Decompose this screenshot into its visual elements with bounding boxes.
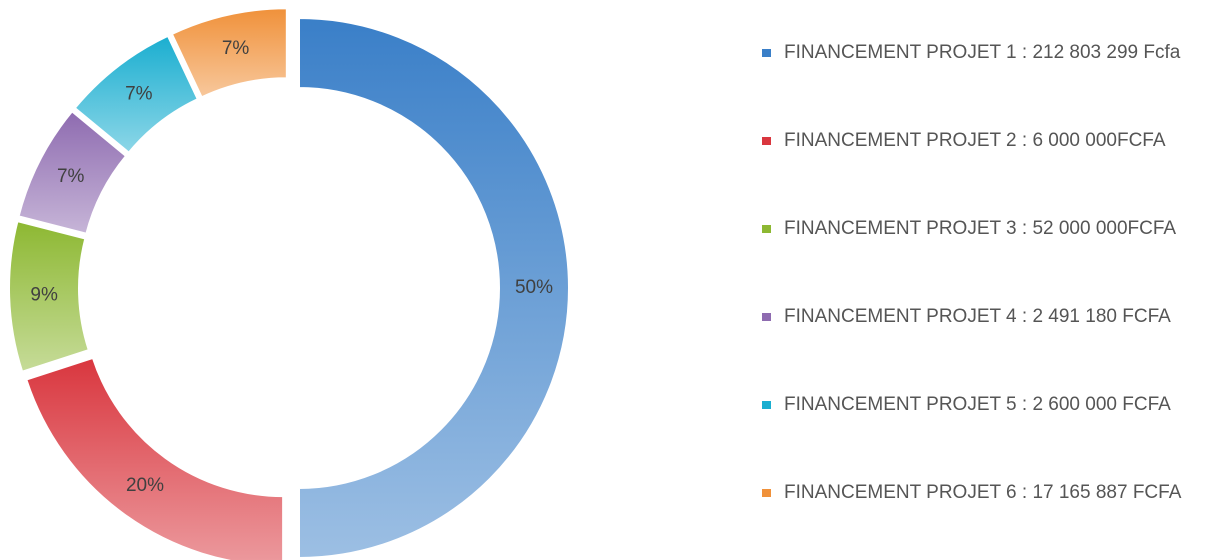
- legend-swatch: [762, 401, 771, 409]
- slice-label: 7%: [222, 38, 250, 59]
- legend-label: FINANCEMENT PROJET 5 : 2 600 000 FCFA: [784, 394, 1171, 415]
- slice-label: 7%: [125, 83, 153, 104]
- legend-label: FINANCEMENT PROJET 1 : 212 803 299 Fcfa: [784, 42, 1181, 63]
- legend-swatch: [762, 489, 771, 497]
- donut-slice: [298, 16, 570, 560]
- legend-label: FINANCEMENT PROJET 4 : 2 491 180 FCFA: [784, 306, 1171, 327]
- legend-swatch: [762, 49, 771, 57]
- legend-item: FINANCEMENT PROJET 5 : 2 600 000 FCFA: [762, 388, 1192, 476]
- legend-label: FINANCEMENT PROJET 3 : 52 000 000FCFA: [784, 218, 1177, 239]
- donut-slice: [8, 219, 91, 374]
- legend: FINANCEMENT PROJET 1 : 212 803 299 Fcfa F…: [762, 36, 1192, 560]
- slice-label: 9%: [30, 285, 58, 306]
- donut-slice: [25, 356, 285, 560]
- legend-swatch: [762, 225, 771, 233]
- legend-swatch: [762, 313, 771, 321]
- legend-item: FINANCEMENT PROJET 6 : 17 165 887 FCFA: [762, 476, 1192, 560]
- legend-swatch: [762, 137, 771, 145]
- donut-area: 50% 20% 9% 7% 7% 7%: [8, 7, 570, 560]
- legend-item: FINANCEMENT PROJET 2 : 6 000 000FCFA: [762, 124, 1192, 212]
- legend-label: FINANCEMENT PROJET 2 : 6 000 000FCFA: [784, 130, 1166, 151]
- donut-slice: [170, 7, 288, 99]
- slice-label: 20%: [126, 475, 164, 496]
- donut-slice: [17, 109, 128, 235]
- slice-label: 50%: [515, 277, 553, 298]
- legend-item: FINANCEMENT PROJET 3 : 52 000 000FCFA: [762, 212, 1192, 300]
- legend-item: FINANCEMENT PROJET 4 : 2 491 180 FCFA: [762, 300, 1192, 388]
- legend-label: FINANCEMENT PROJET 6 : 17 165 887 FCFA: [784, 482, 1182, 503]
- donut-slice: [73, 34, 200, 155]
- legend-item: FINANCEMENT PROJET 1 : 212 803 299 Fcfa: [762, 36, 1192, 124]
- slice-label: 7%: [57, 166, 85, 187]
